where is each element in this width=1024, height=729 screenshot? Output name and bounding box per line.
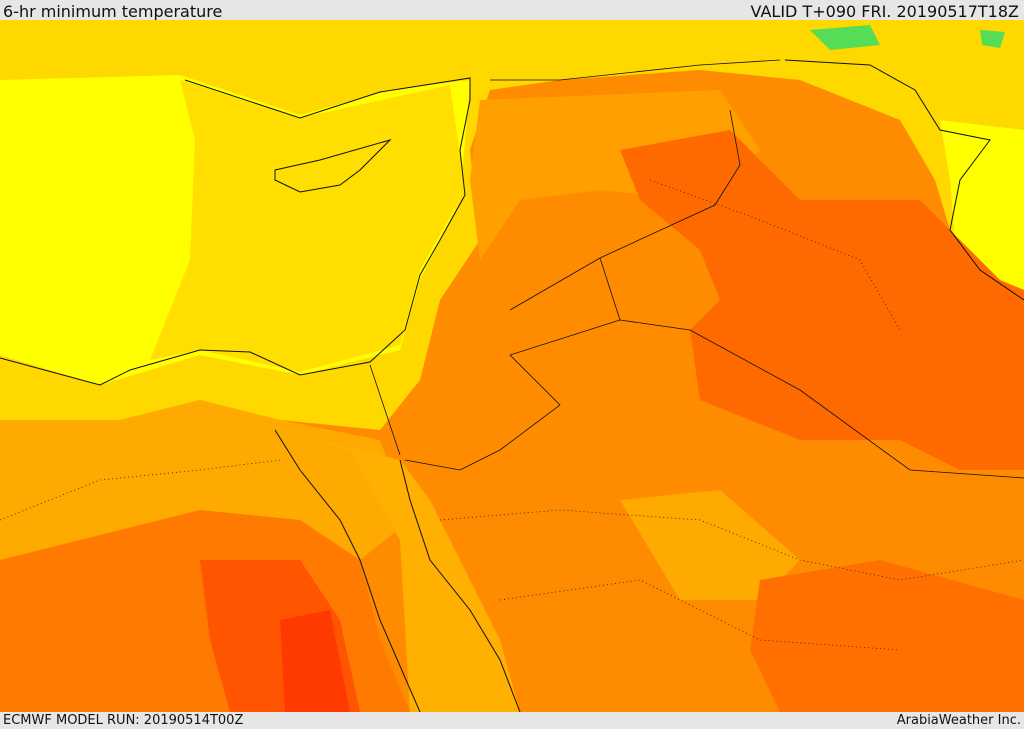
- zone-amber-w: [0, 400, 410, 560]
- admin-borders: [0, 179, 1024, 651]
- header-bar: 6-hr minimum temperature VALID T+090 FRI…: [0, 0, 1024, 21]
- zone-yellow-ne: [940, 120, 1024, 300]
- zone-cool-green: [810, 25, 880, 50]
- credit: ArabiaWeather Inc.: [896, 713, 1021, 728]
- footer-bar: ECMWF MODEL RUN: 20190514T00Z ArabiaWeat…: [0, 712, 1024, 729]
- map-title: 6-hr minimum temperature: [3, 2, 223, 21]
- zone-amber-arabia: [620, 490, 800, 600]
- coastlines: [0, 59, 1024, 712]
- zone-cool-green-2: [980, 30, 1005, 48]
- borders: [369, 59, 1024, 479]
- model-run: ECMWF MODEL RUN: 20190514T00Z: [3, 713, 244, 728]
- zone-hot-iraq: [620, 130, 1024, 470]
- zone-hot-se: [750, 560, 1024, 712]
- sea-gold: [150, 80, 465, 372]
- zone-amber-redsea: [280, 430, 520, 712]
- zone-amber-syria: [470, 90, 760, 260]
- valid-time: VALID T+090 FRI. 20190517T18Z: [750, 2, 1019, 21]
- zone-peak-egypt: [280, 610, 350, 712]
- temperature-map: [0, 20, 1024, 712]
